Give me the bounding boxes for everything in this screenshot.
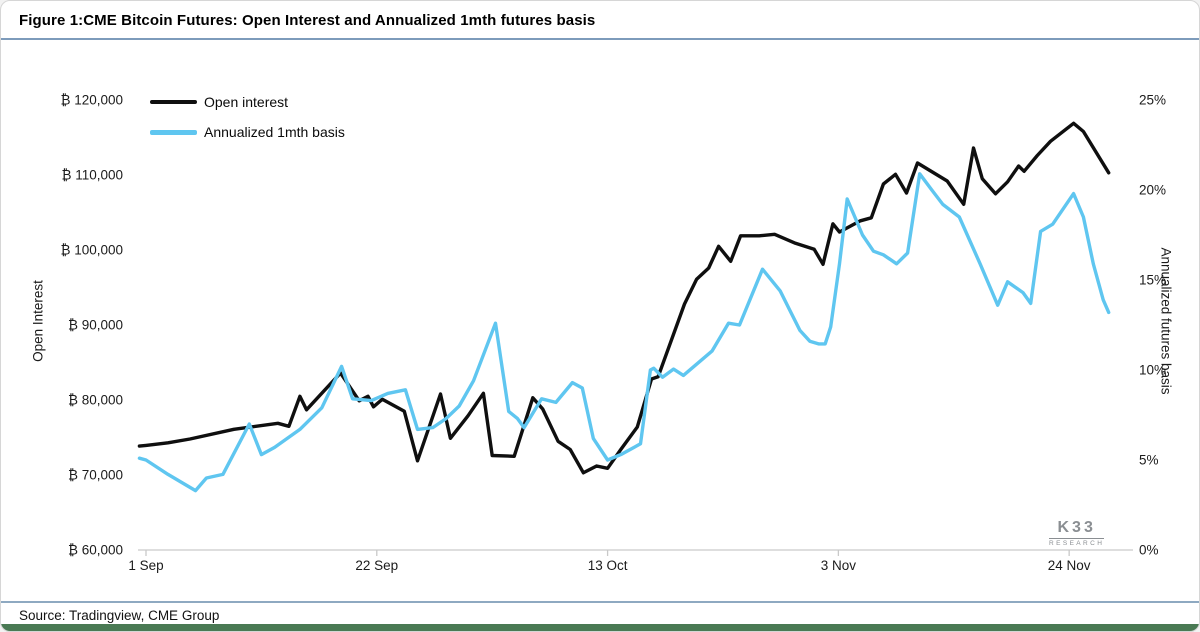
left-axis-tick-label: ₿ 90,000 <box>67 317 123 333</box>
left-axis-title: Open Interest <box>30 280 46 362</box>
x-axis-tick-label: 3 Nov <box>820 558 856 573</box>
basis-line-swatch <box>150 129 197 135</box>
k33-logo-subtext: RESEARCH <box>1049 539 1105 547</box>
left-axis-tick-label: ₿ 70,000 <box>67 467 123 483</box>
legend-label-basis: Annualized 1mth basis <box>204 124 345 140</box>
legend-label-open-interest: Open interest <box>204 94 289 110</box>
right-axis-tick-label: 20% <box>1139 182 1167 198</box>
left-axis-tick-label: ₿ 80,000 <box>67 392 123 408</box>
title-divider <box>1 38 1199 40</box>
x-axis-tick-label: 13 Oct <box>587 558 628 573</box>
right-axis-tick-label: 15% <box>1139 272 1167 288</box>
x-axis-tick-label: 24 Nov <box>1047 558 1091 573</box>
x-axis-tick-label: 22 Sep <box>355 558 399 573</box>
right-axis-tick-label: 25% <box>1139 92 1167 108</box>
right-axis-tick-label: 0% <box>1139 542 1159 558</box>
right-axis-tick-label: 5% <box>1139 452 1159 468</box>
left-axis-tick-label: ₿ 110,000 <box>61 167 123 183</box>
footer-accent-bar <box>1 624 1199 631</box>
right-axis-title: Annualized futures basis <box>1158 247 1174 395</box>
source-divider <box>1 601 1199 603</box>
figure-title: Figure 1:CME Bitcoin Futures: Open Inter… <box>19 12 596 29</box>
left-axis-tick-label: ₿ 60,000 <box>67 542 123 558</box>
left-axis-tick-label: ₿ 100,000 <box>60 242 123 258</box>
left-axis-tick-label: ₿ 120,000 <box>60 92 123 108</box>
k33-logo-text: K33 <box>1049 520 1105 539</box>
k33-research-logo: K33 RESEARCH <box>1049 520 1105 547</box>
x-axis-tick-label: 1 Sep <box>128 558 164 573</box>
basis-line <box>137 172 1111 493</box>
legend-row-open-interest: Open interest <box>150 91 345 113</box>
source-note: Source: Tradingview, CME Group <box>19 608 220 623</box>
right-axis-tick-label: 10% <box>1139 362 1167 378</box>
legend-row-basis: Annualized 1mth basis <box>150 121 345 143</box>
open-interest-line <box>137 121 1111 475</box>
chart-legend: Open interest Annualized 1mth basis <box>150 91 345 151</box>
open-interest-line-swatch <box>150 100 197 104</box>
